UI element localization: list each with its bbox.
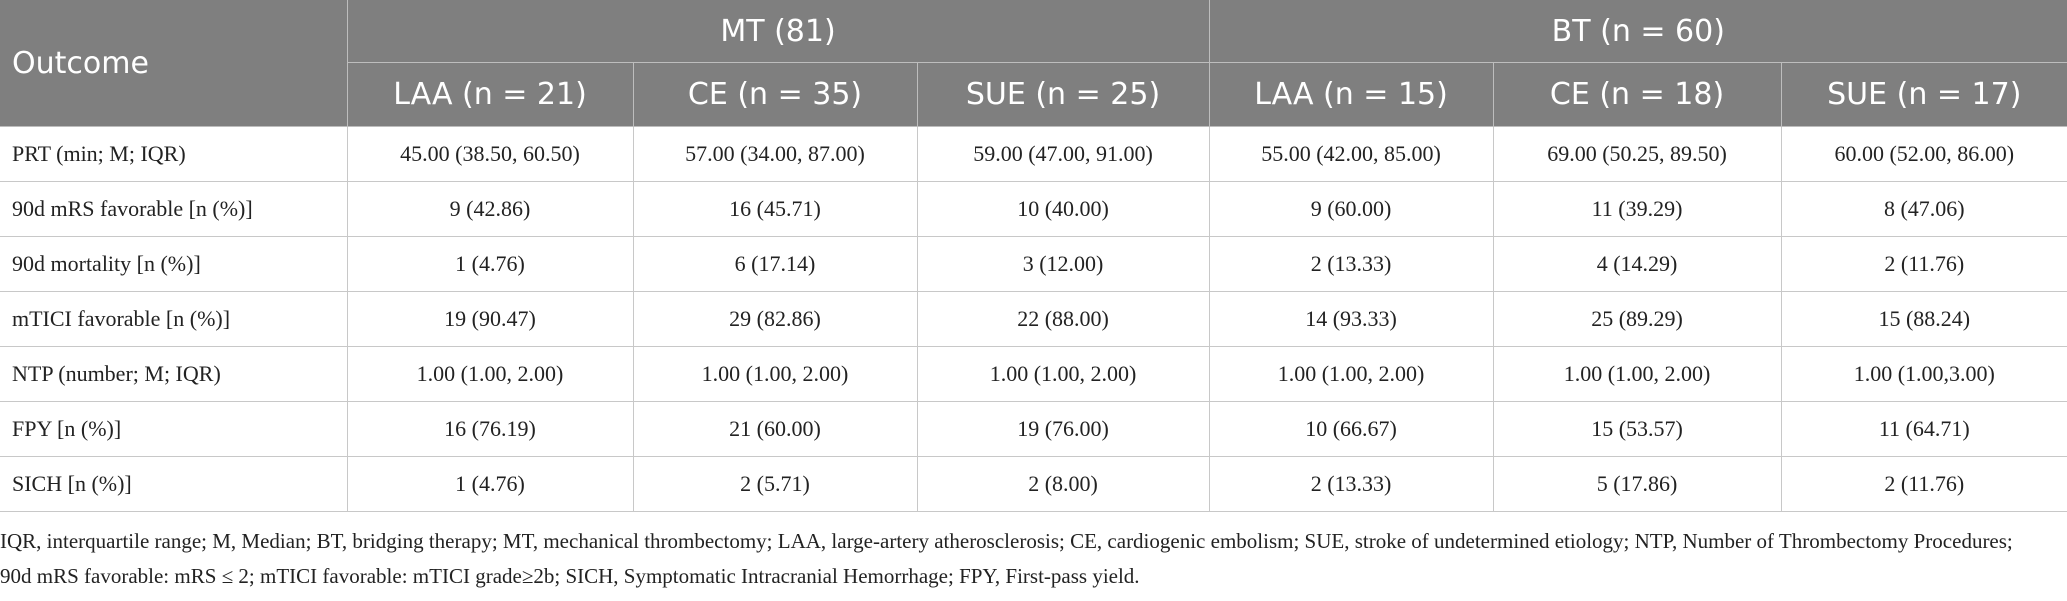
column-header: CE (n = 18)	[1492, 62, 1782, 127]
table-cell: 29 (82.86)	[632, 291, 918, 347]
table-cell: 5 (17.86)	[1492, 456, 1782, 512]
table-cell: 1 (4.76)	[346, 236, 634, 292]
table-cell: 9 (42.86)	[346, 181, 634, 237]
table-cell: 25 (89.29)	[1492, 291, 1782, 347]
table-cell: 1 (4.76)	[346, 456, 634, 512]
table-cell: 2 (13.33)	[1208, 456, 1494, 512]
table-cell: 69.00 (50.25, 89.50)	[1492, 126, 1782, 182]
table-cell: 1.00 (1.00, 2.00)	[346, 346, 634, 402]
table-cell: 45.00 (38.50, 60.50)	[346, 126, 634, 182]
table-cell: 2 (11.76)	[1780, 236, 2067, 292]
table-cell: 3 (12.00)	[916, 236, 1210, 292]
table-cell: 2 (11.76)	[1780, 456, 2067, 512]
table-cell: 1.00 (1.00, 2.00)	[632, 346, 918, 402]
table-cell: 10 (40.00)	[916, 181, 1210, 237]
table-row: 90d mRS favorable [n (%)] 9 (42.86) 16 (45…	[0, 181, 2067, 237]
column-header: CE (n = 35)	[632, 62, 917, 127]
table-cell: 10 (66.67)	[1208, 401, 1494, 457]
table-cell: 8 (47.06)	[1780, 181, 2067, 237]
table-cell: 22 (88.00)	[916, 291, 1210, 347]
row-label: FPY [n (%)]	[0, 401, 348, 457]
table-cell: 1.00 (1.00, 2.00)	[1208, 346, 1494, 402]
table-cell: 16 (76.19)	[346, 401, 634, 457]
table-cell: 60.00 (52.00, 86.00)	[1780, 126, 2067, 182]
table-cell: 1.00 (1.00, 2.00)	[916, 346, 1210, 402]
row-label: SICH [n (%)]	[0, 456, 348, 512]
table-cell: 2 (13.33)	[1208, 236, 1494, 292]
column-header: SUE (n = 17)	[1780, 62, 2067, 127]
table-cell: 15 (53.57)	[1492, 401, 1782, 457]
table-cell: 1.00 (1.00,3.00)	[1780, 346, 2067, 402]
table-row: PRT (min; M; IQR) 45.00 (38.50, 60.50) 57.…	[0, 126, 2067, 182]
table-row: mTICI favorable [n (%)] 19 (90.47) 29 (82.…	[0, 291, 2067, 347]
table-cell: 11 (39.29)	[1492, 181, 1782, 237]
table-cell: 9 (60.00)	[1208, 181, 1494, 237]
header-row: LAA (n = 21) CE (n = 35) SUE (n = 25) LAA (…	[0, 62, 2067, 127]
table-cell: 55.00 (42.00, 85.00)	[1208, 126, 1494, 182]
row-label: 90d mortality [n (%)]	[0, 236, 348, 292]
table-cell: 19 (90.47)	[346, 291, 634, 347]
table-cell: 6 (17.14)	[632, 236, 918, 292]
row-label: NTP (number; M; IQR)	[0, 346, 348, 402]
table-row: FPY [n (%)] 16 (76.19) 21 (60.00) 19 (76.00…	[0, 401, 2067, 457]
table-cell: 59.00 (47.00, 91.00)	[916, 126, 1210, 182]
table-cell: 21 (60.00)	[632, 401, 918, 457]
table-cell: 11 (64.71)	[1780, 401, 2067, 457]
column-header: SUE (n = 25)	[916, 62, 1210, 127]
table-cell: 57.00 (34.00, 87.00)	[632, 126, 918, 182]
footnote: IQR, interquartile range; M, Median; BT,…	[0, 529, 2013, 588]
header-cell: Outcome	[0, 0, 347, 127]
row-label: mTICI favorable [n (%)]	[0, 291, 348, 347]
table-cell: 15 (88.24)	[1780, 291, 2067, 347]
table-row: 90d mortality [n (%)] 1 (4.76) 6 (17.14) 3 …	[0, 236, 2067, 292]
table-cell: 4 (14.29)	[1492, 236, 1782, 292]
group-header: MT (81)	[346, 0, 1210, 63]
table-cell: 14 (93.33)	[1208, 291, 1494, 347]
column-header: LAA (n = 15)	[1208, 62, 1494, 127]
table-cell: 2 (8.00)	[916, 456, 1210, 512]
table-cell: 1.00 (1.00, 2.00)	[1492, 346, 1782, 402]
table-cell: 2 (5.71)	[632, 456, 918, 512]
group-header: BT (n = 60)	[1208, 0, 2067, 63]
table-cell: 19 (76.00)	[916, 401, 1210, 457]
table-cell: 16 (45.71)	[632, 181, 918, 237]
column-header: LAA (n = 21)	[346, 62, 633, 127]
row-label: PRT (min; M; IQR)	[0, 126, 348, 182]
table-row: NTP (number; M; IQR) 1.00 (1.00, 2.00) 1.0…	[0, 346, 2067, 402]
row-label: 90d mRS favorable [n (%)]	[0, 181, 348, 237]
table-row: SICH [n (%)] 1 (4.76) 2 (5.71) 2 (8.00) 2 (1…	[0, 456, 2067, 512]
results-table: Outcome MT (81) BT (n = 60) LAA (n = 21)…	[0, 0, 2067, 512]
header-row: Outcome MT (81) BT (n = 60)	[0, 0, 2067, 127]
